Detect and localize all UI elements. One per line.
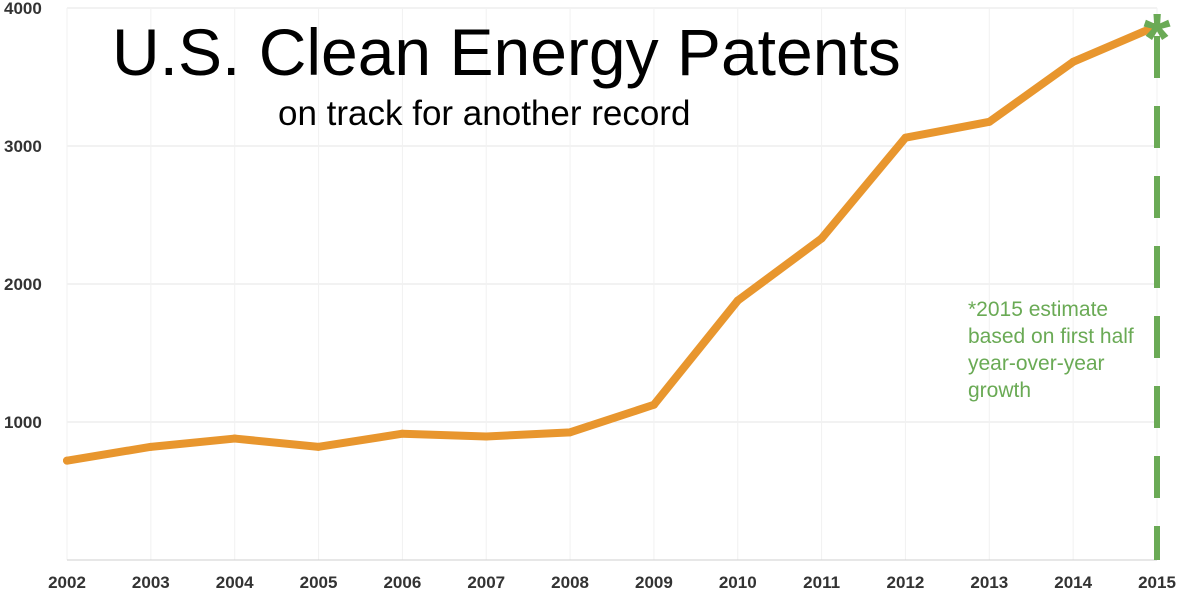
data-point-2010	[733, 296, 742, 305]
x-tick-label-2014: 2014	[1054, 573, 1092, 592]
data-point-2014	[1069, 57, 1078, 66]
chart-subtitle: on track for another record	[278, 94, 691, 133]
grid-lines	[66, 7, 1158, 560]
data-point-2009	[649, 400, 658, 409]
x-tick-label-2007: 2007	[467, 573, 505, 592]
data-point-2007	[482, 432, 491, 441]
data-point-2015	[1153, 21, 1161, 30]
data-point-2011	[817, 234, 826, 243]
x-tick-label-2009: 2009	[635, 573, 673, 592]
estimate-note: *2015 estimate based on first half year-…	[968, 298, 1134, 402]
x-axis-ticks: 2002 2003 2004 2005 2006 2007 2008 2009 2010 2011…	[48, 573, 1176, 592]
chart-title: U.S. Clean Energy Patents	[112, 15, 901, 89]
x-tick-label-2010: 2010	[719, 573, 757, 592]
y-tick-label-1000: 1000	[4, 413, 42, 432]
x-tick-label-2012: 2012	[887, 573, 925, 592]
x-tick-label-2005: 2005	[300, 573, 338, 592]
y-tick-label-4000: 4000	[4, 0, 42, 18]
x-tick-label-2008: 2008	[551, 573, 589, 592]
data-point-2002	[63, 456, 71, 465]
data-point-2008	[566, 428, 575, 437]
estimate-asterisk-marker: *	[1143, 0, 1171, 77]
x-tick-label-2006: 2006	[383, 573, 421, 592]
y-axis-ticks: 1000 2000 3000 4000	[4, 0, 42, 432]
data-point-2003	[146, 442, 155, 451]
x-tick-label-2003: 2003	[132, 573, 170, 592]
series-line-0	[63, 21, 1161, 465]
data-point-2005	[314, 442, 323, 451]
data-point-2012	[901, 133, 910, 142]
x-tick-label-2002: 2002	[48, 573, 86, 592]
y-tick-label-2000: 2000	[4, 275, 42, 294]
x-tick-label-2013: 2013	[970, 573, 1008, 592]
x-tick-label-2004: 2004	[216, 573, 254, 592]
data-point-2004	[230, 434, 239, 443]
data-point-2006	[398, 429, 407, 438]
x-tick-label-2011: 2011	[803, 573, 840, 592]
x-tick-label-2015: 2015	[1138, 573, 1176, 592]
y-tick-label-3000: 3000	[4, 137, 42, 156]
data-point-2013	[985, 117, 994, 126]
series-group	[63, 21, 1161, 465]
